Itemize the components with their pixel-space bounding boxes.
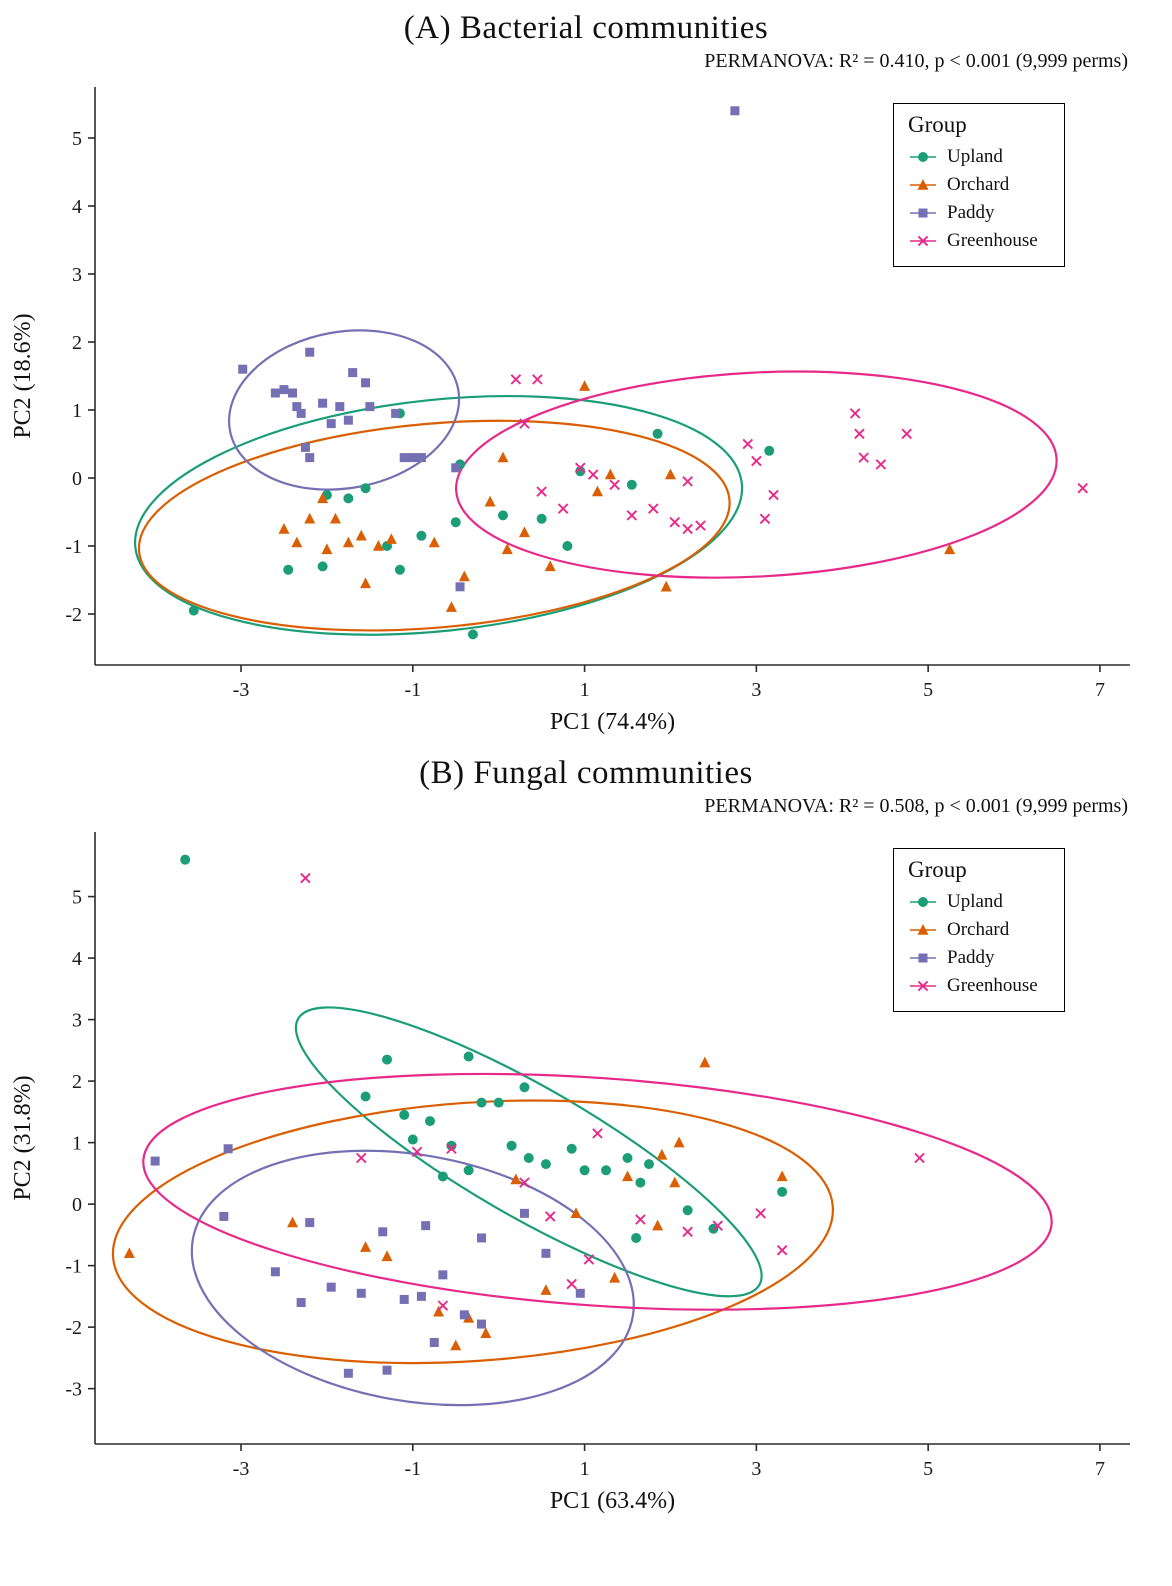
svg-text:7: 7 xyxy=(1095,1458,1105,1480)
panel-b-legend: Group Upland Orchard Paddy Greenhouse xyxy=(893,848,1065,1012)
legend-label-greenhouse: Greenhouse xyxy=(947,230,1038,251)
legend-label-greenhouse: Greenhouse xyxy=(947,975,1038,996)
panel-fungal: (B) Fungal communities PERMANOVA: R² = 0… xyxy=(0,745,1172,1524)
panel-a-legend: Group Upland Orchard Paddy Greenhouse xyxy=(893,103,1065,267)
panel-a-title: (A) Bacterial communities xyxy=(403,10,769,46)
svg-text:-3: -3 xyxy=(65,1379,82,1401)
legend-item-upland: Upland xyxy=(908,891,1056,913)
svg-text:5: 5 xyxy=(72,128,82,150)
legend-item-orchard: Orchard xyxy=(908,919,1056,941)
svg-text:-2: -2 xyxy=(65,604,82,626)
svg-text:0: 0 xyxy=(72,468,82,490)
svg-text:4: 4 xyxy=(72,948,82,970)
pca-plot-bacterial: -3 -1 1 3 5 7 -2 -1 0 1 2 3 4 5 PC1 (74.4%) PC2 (18.6%) xyxy=(10,87,1130,735)
panel-a-permanova-stat: PERMANOVA: R² = 0.410, p < 0.001 (9,999 … xyxy=(704,50,1128,72)
legend-label-orchard: Orchard xyxy=(947,174,1010,195)
svg-text:1: 1 xyxy=(580,1458,590,1480)
svg-text:-1: -1 xyxy=(404,679,421,701)
svg-text:2: 2 xyxy=(72,332,82,354)
pca-plot-fungal: -3 -1 1 3 5 7 -3 -2 -1 0 1 2 3 4 5 PC1 (63.4%) PC2 (31.8… xyxy=(10,832,1130,1514)
legend-label-upland: Upland xyxy=(947,891,1003,912)
svg-text:3: 3 xyxy=(72,1010,82,1032)
svg-text:1: 1 xyxy=(72,1133,82,1155)
svg-text:5: 5 xyxy=(72,887,82,909)
upland-marker-icon xyxy=(910,897,936,907)
paddy-marker-icon xyxy=(910,208,936,218)
legend-item-upland: Upland xyxy=(908,146,1056,168)
greenhouse-marker-icon xyxy=(910,235,936,247)
legend-item-paddy: Paddy xyxy=(908,947,1056,969)
svg-text:5: 5 xyxy=(923,679,933,701)
svg-text:1: 1 xyxy=(580,679,590,701)
svg-text:-1: -1 xyxy=(404,1458,421,1480)
svg-text:-1: -1 xyxy=(65,536,82,558)
svg-text:-2: -2 xyxy=(65,1317,82,1339)
panel-b-title: (B) Fungal communities xyxy=(419,755,753,791)
legend-title: Group xyxy=(908,857,967,882)
legend-label-paddy: Paddy xyxy=(947,947,995,968)
svg-text:5: 5 xyxy=(923,1458,933,1480)
svg-text:PC1 (74.4%): PC1 (74.4%) xyxy=(550,709,675,735)
paddy-marker-icon xyxy=(910,953,936,963)
svg-text:PC2 (31.8%): PC2 (31.8%) xyxy=(10,1075,36,1200)
svg-text:3: 3 xyxy=(751,1458,761,1480)
legend-item-paddy: Paddy xyxy=(908,202,1056,224)
orchard-marker-icon xyxy=(910,924,936,935)
svg-text:-3: -3 xyxy=(233,1458,250,1480)
svg-text:4: 4 xyxy=(72,196,82,218)
svg-text:3: 3 xyxy=(72,264,82,286)
orchard-marker-icon xyxy=(910,179,936,190)
svg-text:3: 3 xyxy=(751,679,761,701)
svg-text:PC1 (63.4%): PC1 (63.4%) xyxy=(550,1488,675,1514)
panel-bacterial: (A) Bacterial communities PERMANOVA: R² … xyxy=(0,0,1172,745)
panel-b-plot-area: -3 -1 1 3 5 7 -3 -2 -1 0 1 2 3 4 5 PC1 (63.4%) PC2 (31.8… xyxy=(0,818,1172,1524)
svg-text:2: 2 xyxy=(72,1071,82,1093)
legend-label-upland: Upland xyxy=(947,146,1003,167)
svg-text:7: 7 xyxy=(1095,679,1105,701)
svg-text:0: 0 xyxy=(72,1194,82,1216)
svg-text:-1: -1 xyxy=(65,1256,82,1278)
upland-marker-icon xyxy=(910,152,936,162)
legend-title: Group xyxy=(908,112,967,137)
legend-item-greenhouse: Greenhouse xyxy=(908,975,1056,997)
panel-b-permanova-stat: PERMANOVA: R² = 0.508, p < 0.001 (9,999 … xyxy=(704,795,1128,817)
legend-item-greenhouse: Greenhouse xyxy=(908,230,1056,252)
svg-text:PC2 (18.6%): PC2 (18.6%) xyxy=(10,313,36,438)
svg-text:1: 1 xyxy=(72,400,82,422)
legend-item-orchard: Orchard xyxy=(908,174,1056,196)
panel-a-plot-area: -3 -1 1 3 5 7 -2 -1 0 1 2 3 4 5 PC1 (74.4%) PC2 (18.6%)… xyxy=(0,73,1172,745)
svg-text:-3: -3 xyxy=(233,679,250,701)
legend-label-orchard: Orchard xyxy=(947,919,1010,940)
legend-label-paddy: Paddy xyxy=(947,202,995,223)
greenhouse-marker-icon xyxy=(910,980,936,992)
